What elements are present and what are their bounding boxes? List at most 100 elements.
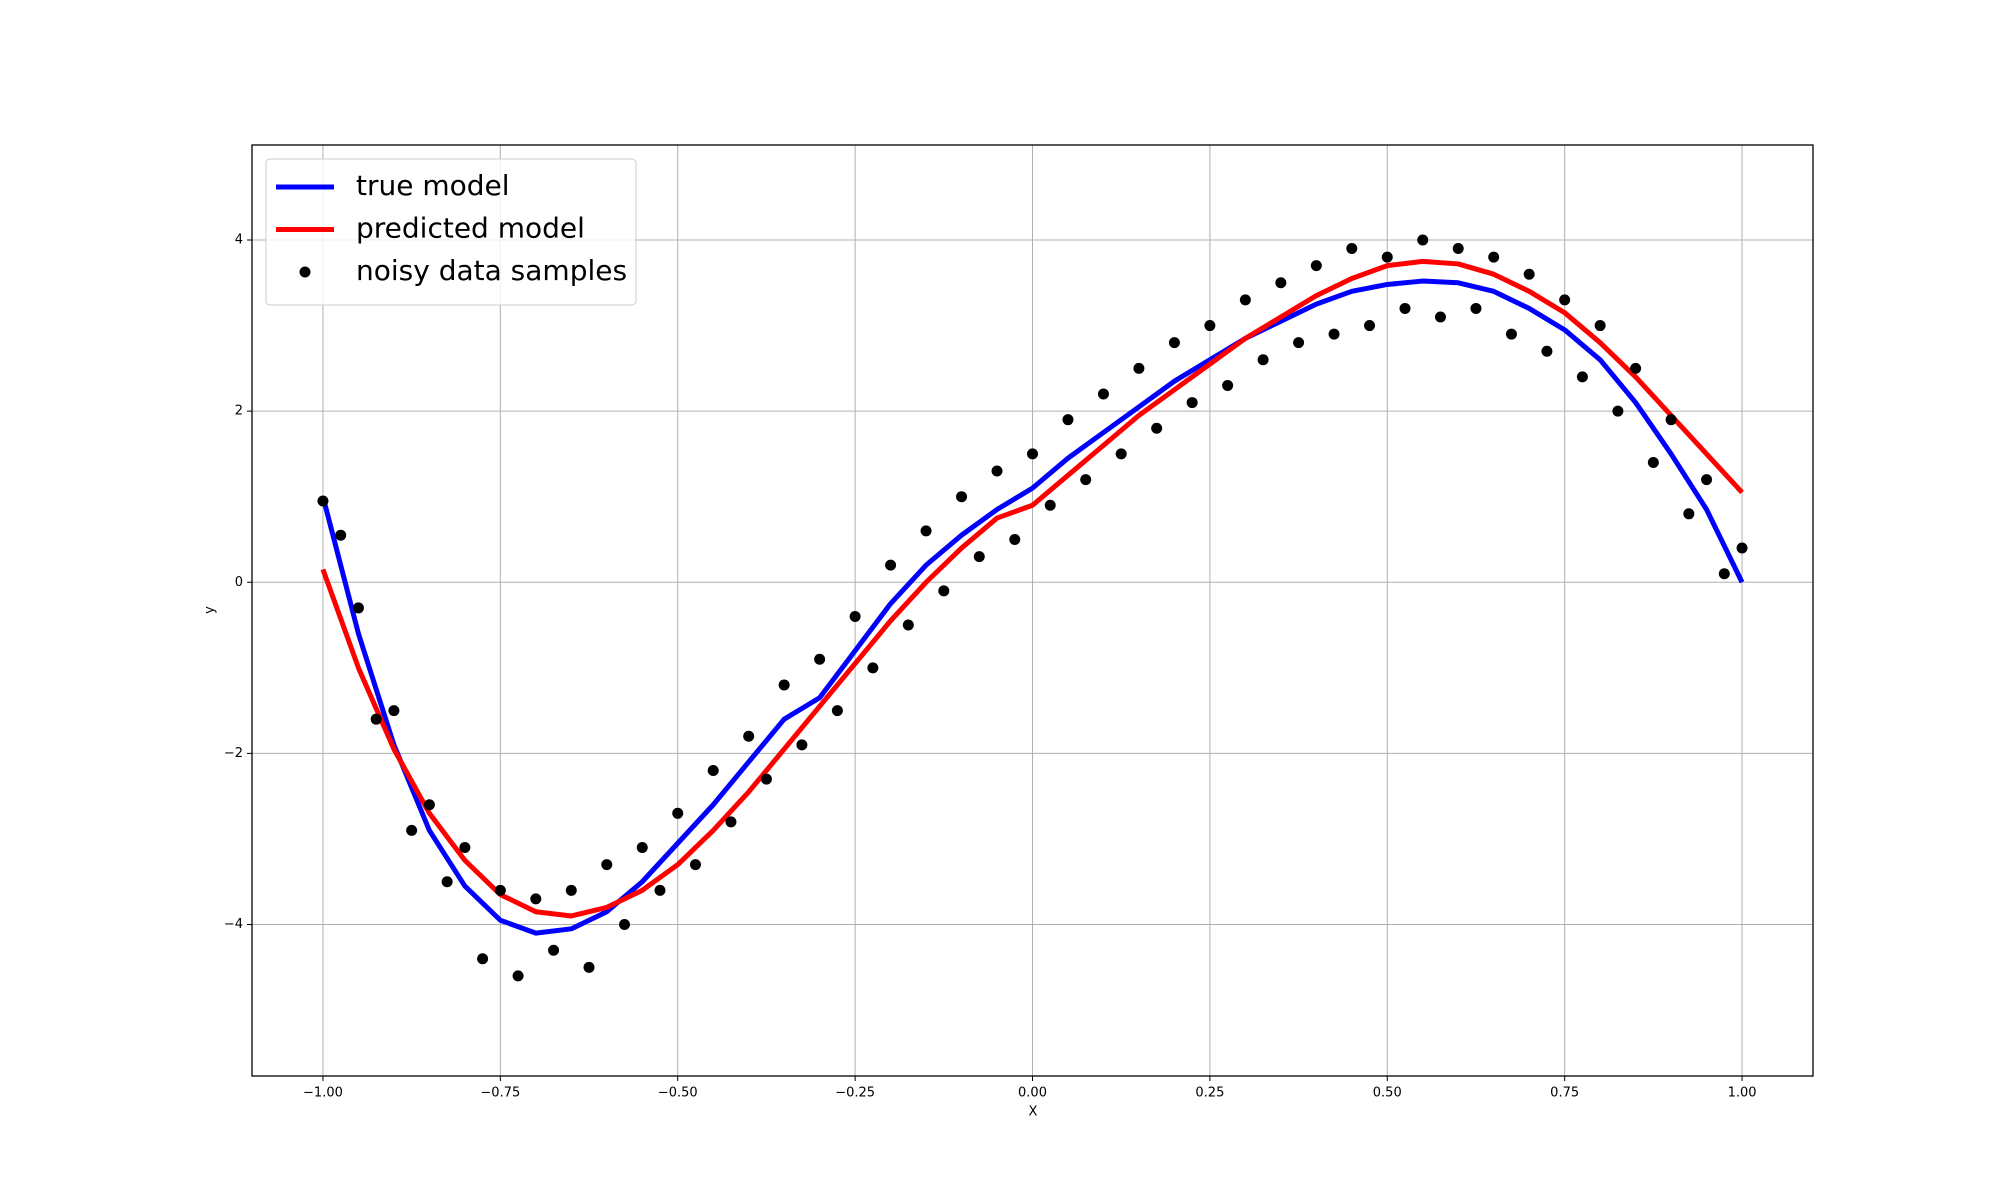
legend-label: predicted model <box>356 212 585 245</box>
data-point <box>654 884 666 896</box>
line-series <box>320 278 1745 936</box>
data-point <box>1718 568 1730 580</box>
data-point <box>867 662 879 674</box>
data-point <box>1186 397 1198 409</box>
data-point <box>1701 474 1713 486</box>
legend: true model predicted model noisy data samp… <box>265 158 637 306</box>
data-point <box>689 859 701 871</box>
data-point <box>1062 414 1074 426</box>
data-point <box>849 610 861 622</box>
data-point <box>1417 234 1429 246</box>
data-point <box>1523 268 1535 280</box>
data-point <box>1044 499 1056 511</box>
data-point <box>1541 345 1553 357</box>
y-tick-label: 2 <box>235 404 243 419</box>
x-tick-label: 0.75 <box>1550 1086 1579 1101</box>
x-tick-label: 0.50 <box>1373 1086 1402 1101</box>
data-point <box>1310 260 1322 272</box>
data-point <box>1470 302 1482 314</box>
data-point <box>1168 337 1180 349</box>
data-point <box>459 842 471 854</box>
data-point <box>1115 448 1127 460</box>
data-point <box>1133 362 1145 374</box>
data-point <box>1257 354 1269 366</box>
data-point <box>423 799 435 811</box>
data-point <box>477 953 489 965</box>
data-point <box>530 893 542 905</box>
data-point <box>1488 251 1500 263</box>
data-point <box>1328 328 1340 340</box>
x-tick-label: 0.00 <box>1018 1086 1047 1101</box>
data-point <box>494 884 506 896</box>
data-point <box>672 807 684 819</box>
data-point <box>1452 243 1464 255</box>
data-point <box>725 816 737 828</box>
x-tick-label: −0.25 <box>835 1086 875 1101</box>
y-axis-label: y <box>203 606 218 614</box>
data-point <box>743 730 755 742</box>
data-point <box>1559 294 1571 306</box>
data-point <box>1293 337 1305 349</box>
data-point <box>1683 508 1695 520</box>
legend-box <box>265 158 637 306</box>
data-point <box>1009 533 1021 545</box>
data-point <box>831 705 843 717</box>
data-point <box>406 824 418 836</box>
data-point <box>441 876 453 888</box>
axes-frame <box>251 144 1814 1077</box>
y-tick-label: 4 <box>235 232 243 247</box>
legend-swatch <box>299 266 311 278</box>
y-tick-label: 0 <box>235 575 243 590</box>
x-axis-label: X <box>1029 1105 1038 1120</box>
data-point <box>902 619 914 631</box>
data-point <box>1594 320 1606 332</box>
data-point <box>583 961 595 973</box>
data-point <box>548 944 560 956</box>
x-tick-label: −1.00 <box>303 1086 343 1101</box>
data-point <box>1204 320 1216 332</box>
data-point <box>388 705 400 717</box>
data-point <box>1576 371 1588 383</box>
data-point <box>1665 414 1677 426</box>
data-point <box>1736 542 1748 554</box>
data-point <box>991 465 1003 477</box>
legend-label: noisy data samples <box>356 254 627 287</box>
data-point <box>512 970 524 982</box>
data-point <box>565 884 577 896</box>
y-tick-label: −4 <box>224 917 243 932</box>
data-point <box>1399 302 1411 314</box>
data-point <box>317 495 329 507</box>
data-point <box>1097 388 1109 400</box>
data-point <box>636 842 648 854</box>
data-point <box>885 559 897 571</box>
data-point <box>1151 422 1163 434</box>
plot-area <box>317 234 1748 982</box>
data-point <box>1239 294 1251 306</box>
data-point <box>619 919 631 931</box>
data-point <box>1222 379 1234 391</box>
data-point <box>335 529 347 541</box>
data-point <box>352 602 364 614</box>
data-point <box>1346 243 1358 255</box>
data-point <box>1381 251 1393 263</box>
x-tick-label: −0.50 <box>658 1086 698 1101</box>
data-point <box>778 679 790 691</box>
data-point <box>938 585 950 597</box>
data-point <box>1364 320 1376 332</box>
data-point <box>956 491 968 503</box>
line-series <box>320 258 1744 919</box>
data-point <box>796 739 808 751</box>
data-point <box>760 773 772 785</box>
data-point <box>370 713 382 725</box>
data-point <box>1647 456 1659 468</box>
x-tick-label: −0.75 <box>480 1086 520 1101</box>
x-tick-label: 1.00 <box>1728 1086 1757 1101</box>
data-point <box>1612 405 1624 417</box>
x-tick-label: 0.25 <box>1195 1086 1224 1101</box>
data-point <box>1027 448 1038 460</box>
data-point <box>973 551 985 563</box>
data-point <box>601 859 613 871</box>
data-point <box>1630 362 1642 374</box>
